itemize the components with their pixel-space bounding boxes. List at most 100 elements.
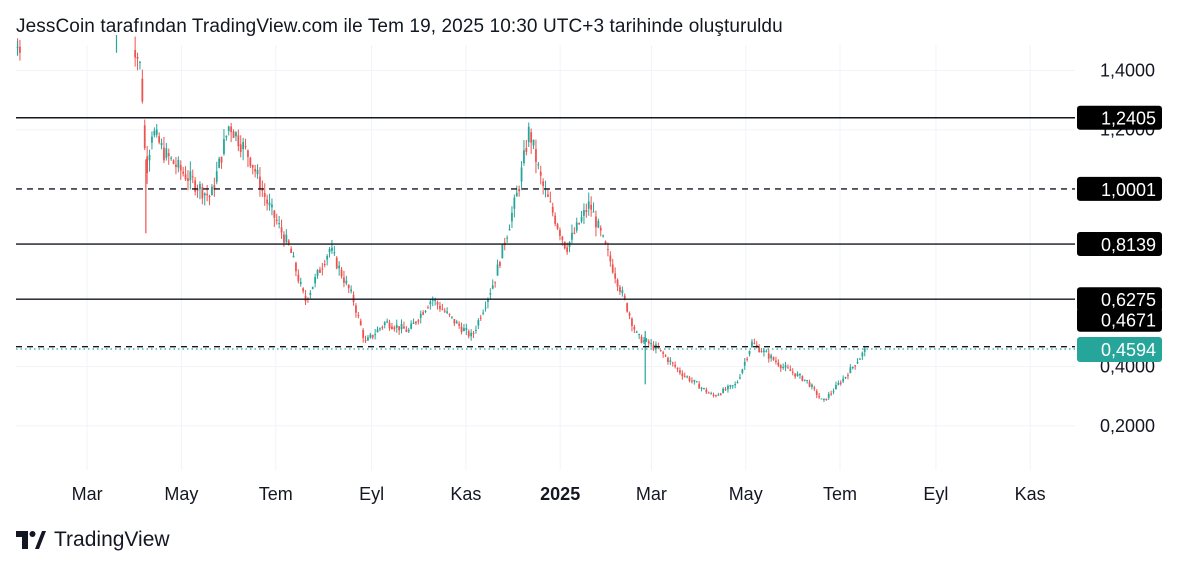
candle-body xyxy=(844,377,847,379)
candle-body xyxy=(263,193,266,197)
candle-body xyxy=(535,149,537,162)
candle-body xyxy=(242,141,245,150)
candle-body xyxy=(609,255,612,262)
current-price-tag xyxy=(1077,336,1162,362)
candle-body xyxy=(650,342,653,345)
candle-body xyxy=(763,350,765,353)
candle-body xyxy=(667,357,669,362)
candle-body xyxy=(561,236,564,240)
candle-body xyxy=(806,380,809,382)
candle-body xyxy=(801,376,804,381)
candle-body xyxy=(415,321,417,324)
candle-body xyxy=(772,357,775,360)
candle-body xyxy=(309,292,312,295)
candle-body xyxy=(259,176,261,190)
candle-body xyxy=(177,159,180,168)
price-chart[interactable]: Mar May Tem Eyl Kas 2025 Mar May Tem Eyl Kas 1,400… xyxy=(0,0,1200,520)
candle-body xyxy=(705,389,708,393)
x-tick-label: Tem xyxy=(259,484,293,504)
candle-body xyxy=(189,171,192,181)
candle-body xyxy=(551,206,554,213)
candle-body xyxy=(820,398,823,400)
x-tick-label: Mar xyxy=(636,484,667,504)
candle-body xyxy=(707,392,710,394)
candle-body xyxy=(755,345,758,347)
candle-body xyxy=(559,229,561,236)
candle-body xyxy=(470,332,473,337)
candle-body xyxy=(446,311,449,313)
candle-body xyxy=(671,362,674,364)
candle-body xyxy=(299,281,302,284)
candle-body xyxy=(513,197,516,209)
candle-body xyxy=(547,194,549,197)
candle-body xyxy=(508,229,511,231)
candle-body xyxy=(295,262,297,272)
candle-body xyxy=(539,171,542,176)
candle-body xyxy=(155,129,158,135)
candle-body xyxy=(364,340,367,342)
candle-body xyxy=(158,136,161,143)
candle-body xyxy=(436,302,439,305)
candle-body xyxy=(619,287,621,292)
candle-body xyxy=(218,158,221,168)
candle-body xyxy=(748,351,751,355)
candle-body xyxy=(321,268,324,270)
candle-body xyxy=(491,285,494,289)
candle-body xyxy=(340,269,343,277)
candle-body xyxy=(458,323,461,326)
x-tick-label: May xyxy=(729,484,763,504)
candle-body xyxy=(393,327,396,330)
candle-body xyxy=(523,150,525,164)
candle-body xyxy=(439,305,441,310)
candle-body xyxy=(592,211,595,213)
candle-body xyxy=(849,367,852,374)
candle-body xyxy=(835,384,837,390)
candle-body xyxy=(230,126,233,133)
candle-body xyxy=(201,187,204,199)
candle-body xyxy=(741,369,744,373)
candle-body xyxy=(719,393,722,395)
candle-body xyxy=(796,373,799,377)
candle-body xyxy=(628,313,631,316)
candle-body xyxy=(827,394,830,398)
candle-body xyxy=(506,237,509,239)
candle-body xyxy=(530,132,533,143)
candle-body xyxy=(583,210,585,216)
candle-body xyxy=(679,370,681,373)
candle-body xyxy=(789,369,792,372)
candle-body xyxy=(614,273,617,279)
candle-body xyxy=(739,377,741,379)
candle-body xyxy=(475,329,477,331)
candle-body xyxy=(146,156,149,173)
candle-body xyxy=(794,373,797,377)
candle-body xyxy=(808,382,811,387)
candle-body xyxy=(590,204,593,210)
candle-body xyxy=(386,321,389,323)
candle-body xyxy=(863,348,866,352)
candle-body xyxy=(350,289,353,292)
candle-body xyxy=(859,358,861,360)
candle-body xyxy=(136,57,139,59)
candle-body xyxy=(791,371,794,373)
candle-body xyxy=(383,322,386,326)
candle-body xyxy=(729,385,732,387)
candle-body xyxy=(379,328,381,330)
candle-body xyxy=(400,323,403,330)
x-tick-label: 2025 xyxy=(540,484,580,504)
candle-body xyxy=(659,350,662,352)
candle-body xyxy=(784,365,787,368)
candle-body xyxy=(427,307,429,309)
candle-body xyxy=(537,164,540,166)
candle-body xyxy=(266,199,269,204)
candle-body xyxy=(328,248,331,253)
x-tick-label: Eyl xyxy=(923,484,948,504)
candle-body xyxy=(515,192,518,197)
candle-body xyxy=(527,126,530,143)
candle-body xyxy=(369,334,372,338)
candle-body xyxy=(405,329,408,332)
tradingview-footer[interactable]: TradingView xyxy=(16,528,170,552)
candle-body xyxy=(338,265,341,269)
candle-body xyxy=(391,326,393,330)
candle-body xyxy=(172,160,175,164)
candle-body xyxy=(669,360,672,362)
